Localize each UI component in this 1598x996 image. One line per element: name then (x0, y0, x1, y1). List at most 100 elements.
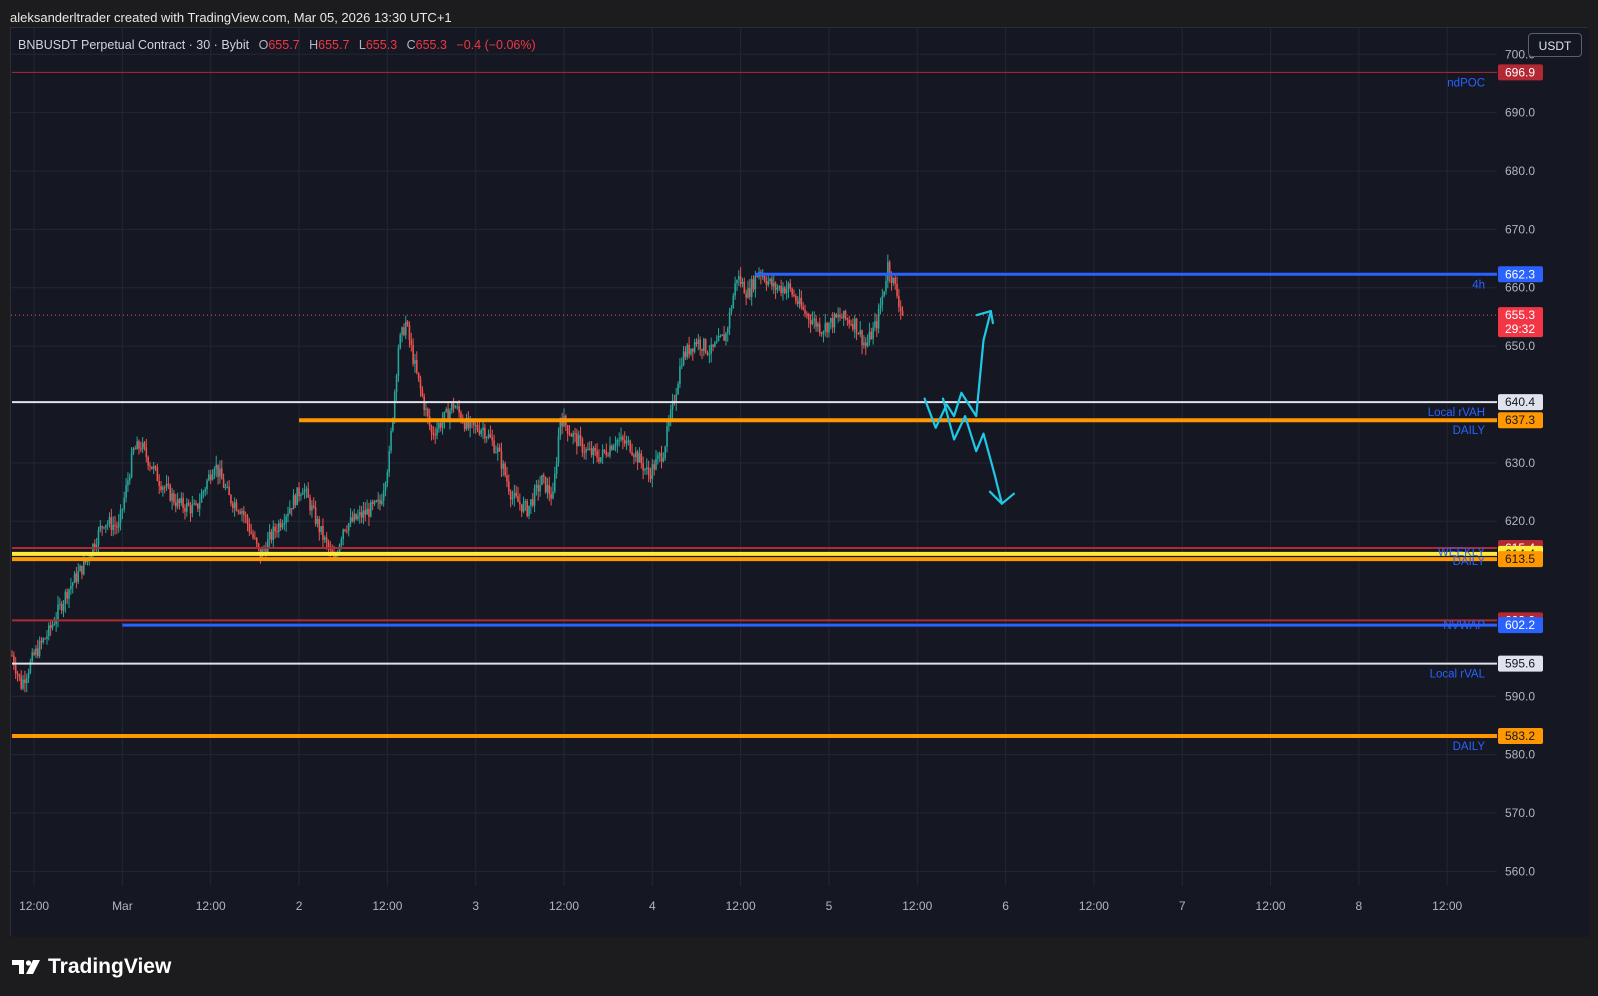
candle-body (125, 485, 127, 498)
candle-body (671, 400, 674, 410)
candle-body (347, 523, 350, 531)
candle-body (465, 417, 468, 430)
candle-body (132, 448, 135, 454)
candle-body (460, 412, 462, 421)
candle-body (763, 275, 766, 281)
candle-body (149, 465, 151, 467)
candle-body (287, 513, 289, 517)
price-tick-label: 570.0 (1505, 806, 1535, 820)
candle-body (894, 277, 896, 284)
candle-body (154, 466, 157, 468)
candle-body (162, 487, 164, 490)
candle-body (184, 507, 186, 512)
candle-body (778, 285, 781, 288)
candle-body (143, 442, 146, 448)
candle-body (473, 421, 475, 426)
candle-body (701, 349, 703, 351)
candle-body (360, 512, 363, 518)
candle-body (25, 677, 28, 684)
candle-body (136, 441, 138, 450)
candle-body (636, 451, 639, 463)
candle-body (450, 403, 453, 411)
candle-body (807, 314, 810, 320)
candle-body (255, 537, 258, 544)
candle-body (366, 508, 368, 515)
candle-body (95, 545, 98, 548)
candle-body (357, 515, 359, 520)
candle-body (739, 276, 742, 285)
candle-body (552, 491, 554, 499)
candle-body (640, 453, 643, 464)
candle-body (548, 485, 551, 495)
candle-body (633, 455, 635, 458)
candle-body (90, 555, 92, 558)
level-name-label: DAILY (1453, 556, 1486, 568)
candle-body (686, 344, 689, 358)
price-tick-label: 700.0 (1505, 47, 1535, 61)
candle-body (318, 519, 321, 533)
candle-body (351, 517, 354, 522)
symbol-name[interactable]: BNBUSDT Perpetual Contract · 30 · Bybit (18, 38, 250, 52)
candle-body (24, 679, 26, 684)
candle-body (557, 435, 560, 463)
chart-pane[interactable]: ndPOC 4h Local rVAH DAILY WEEKLY DAILY NVWAP Lo… (10, 27, 1589, 937)
price-tags: 696.9662.3640.4637.3615.4614.4613.5603.0… (1498, 64, 1543, 744)
candle-body (456, 406, 459, 408)
candle-body (368, 508, 370, 517)
candle-body (27, 672, 30, 678)
candle-body (163, 487, 166, 489)
price-tick-label: 660.0 (1505, 281, 1535, 295)
candle-body (213, 469, 216, 476)
candle-body (40, 640, 43, 643)
candle-body (684, 351, 687, 358)
candle-body (519, 502, 521, 505)
candle-body (62, 603, 65, 611)
candles (11, 254, 904, 693)
candle-body (745, 293, 747, 298)
candle-body (193, 503, 195, 505)
candle-body (583, 452, 586, 454)
level-price-tag-label: 637.3 (1505, 413, 1535, 427)
candle-body (870, 331, 873, 340)
level-price-tag-label: 583.2 (1505, 729, 1535, 743)
tradingview-brand[interactable]: TradingView (12, 955, 171, 979)
candle-body (546, 485, 549, 493)
candle-body (668, 421, 670, 427)
candle-body (215, 464, 218, 470)
bullish-scenario-path (923, 310, 992, 429)
candle-body (566, 425, 569, 434)
time-axis-labels: 12:00 Mar 12:00 2 12:00 3 12:00 4 12:00 5 12:00 6 12… (19, 899, 1462, 913)
candle-body (588, 448, 591, 450)
candle-body (631, 451, 633, 456)
level-name-label: Local rVAL (1430, 669, 1486, 681)
candle-body (454, 407, 457, 409)
candle-body (660, 453, 663, 462)
candle-body (108, 517, 111, 524)
candle-body (309, 497, 311, 511)
candle-body (257, 543, 260, 548)
candle-body (123, 497, 126, 509)
candle-body (644, 468, 646, 471)
candle-body (833, 314, 836, 328)
candle-body (647, 467, 650, 475)
currency-button[interactable]: USDT (1528, 33, 1582, 57)
candle-body (346, 530, 348, 532)
candle-body (839, 315, 841, 318)
bar-countdown-label: 29:32 (1505, 322, 1535, 336)
candle-body (127, 480, 129, 486)
candle-body (898, 296, 900, 308)
candle-body (219, 468, 221, 477)
candle-body (857, 333, 860, 335)
candle-body (327, 542, 330, 549)
candle-body (432, 432, 435, 435)
candle-body (592, 447, 595, 456)
candle-body (189, 505, 192, 514)
candle-body (789, 283, 792, 289)
high-value: 655.7 (318, 38, 350, 52)
candle-body (570, 434, 573, 437)
candle-body (831, 318, 834, 328)
up-arrowhead-icon (975, 309, 994, 325)
candle-body (598, 457, 600, 462)
candle-body (890, 275, 893, 283)
